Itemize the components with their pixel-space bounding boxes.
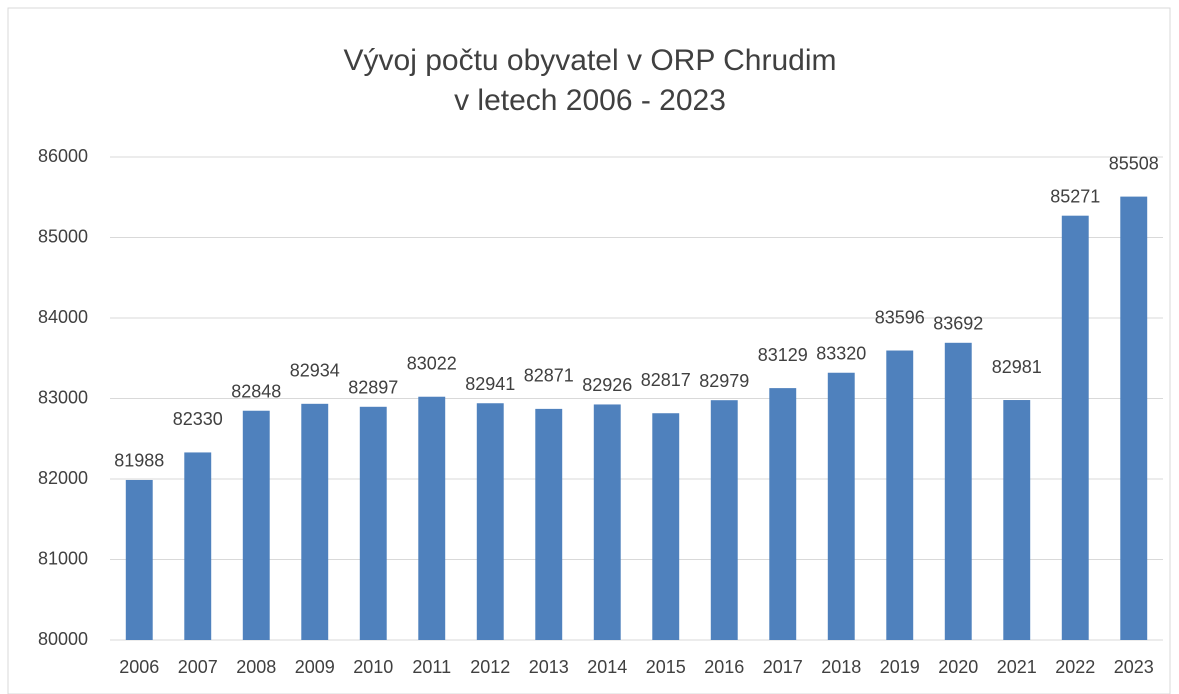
x-tick-label: 2013 bbox=[529, 657, 569, 677]
bar bbox=[886, 350, 914, 640]
y-tick-label: 85000 bbox=[38, 226, 88, 246]
bar bbox=[301, 403, 329, 640]
data-label: 82817 bbox=[641, 370, 691, 390]
x-tick-label: 2008 bbox=[236, 657, 276, 677]
data-label: 82897 bbox=[348, 378, 398, 398]
data-label: 82934 bbox=[290, 361, 340, 381]
bar bbox=[242, 410, 270, 640]
bar bbox=[827, 372, 855, 640]
x-tick-label: 2021 bbox=[997, 657, 1037, 677]
bar bbox=[359, 406, 387, 640]
y-tick-label: 82000 bbox=[38, 468, 88, 488]
bar bbox=[535, 408, 563, 640]
data-label: 82871 bbox=[524, 366, 574, 386]
bar bbox=[769, 388, 797, 640]
bar bbox=[593, 404, 621, 640]
chart-title: v letech 2006 - 2023 bbox=[454, 84, 726, 117]
data-label: 82981 bbox=[992, 357, 1042, 377]
bar bbox=[1120, 196, 1148, 640]
data-label: 82941 bbox=[465, 374, 515, 394]
y-tick-label: 86000 bbox=[38, 146, 88, 166]
x-tick-label: 2018 bbox=[821, 657, 861, 677]
x-tick-label: 2006 bbox=[119, 657, 159, 677]
bar bbox=[476, 403, 504, 640]
bar bbox=[418, 396, 446, 640]
bar bbox=[184, 452, 212, 640]
x-tick-label: 2009 bbox=[295, 657, 335, 677]
bar bbox=[1061, 215, 1089, 640]
data-label: 82979 bbox=[699, 371, 749, 391]
x-tick-label: 2022 bbox=[1055, 657, 1095, 677]
chart-title: Vývoj počtu obyvatel v ORP Chrudim bbox=[344, 44, 837, 77]
y-tick-label: 80000 bbox=[38, 629, 88, 649]
data-label: 83596 bbox=[875, 307, 925, 327]
x-tick-label: 2016 bbox=[704, 657, 744, 677]
bar bbox=[944, 342, 972, 640]
x-tick-label: 2007 bbox=[178, 657, 218, 677]
x-tick-label: 2011 bbox=[412, 657, 451, 677]
data-label: 81988 bbox=[114, 451, 164, 471]
data-label: 83129 bbox=[758, 345, 808, 365]
x-tick-label: 2023 bbox=[1114, 657, 1154, 677]
bar bbox=[1003, 400, 1031, 640]
x-tick-label: 2014 bbox=[587, 657, 627, 677]
x-tick-label: 2017 bbox=[763, 657, 803, 677]
y-tick-label: 84000 bbox=[38, 307, 88, 327]
y-tick-label: 83000 bbox=[38, 387, 88, 407]
x-tick-label: 2019 bbox=[880, 657, 920, 677]
bar bbox=[125, 479, 153, 640]
data-label: 85508 bbox=[1109, 153, 1159, 173]
x-tick-label: 2010 bbox=[353, 657, 393, 677]
bar bbox=[710, 400, 738, 640]
y-tick-label: 81000 bbox=[38, 548, 88, 568]
data-label: 83320 bbox=[816, 343, 866, 363]
data-label: 83022 bbox=[407, 353, 457, 373]
data-label: 85271 bbox=[1050, 186, 1100, 206]
x-tick-label: 2012 bbox=[470, 657, 510, 677]
x-tick-label: 2015 bbox=[646, 657, 686, 677]
data-label: 82330 bbox=[173, 409, 223, 429]
data-label: 82926 bbox=[582, 375, 632, 395]
x-tick-label: 2020 bbox=[938, 657, 978, 677]
data-label: 82848 bbox=[231, 381, 281, 401]
bar bbox=[652, 413, 680, 640]
data-label: 83692 bbox=[933, 314, 983, 334]
